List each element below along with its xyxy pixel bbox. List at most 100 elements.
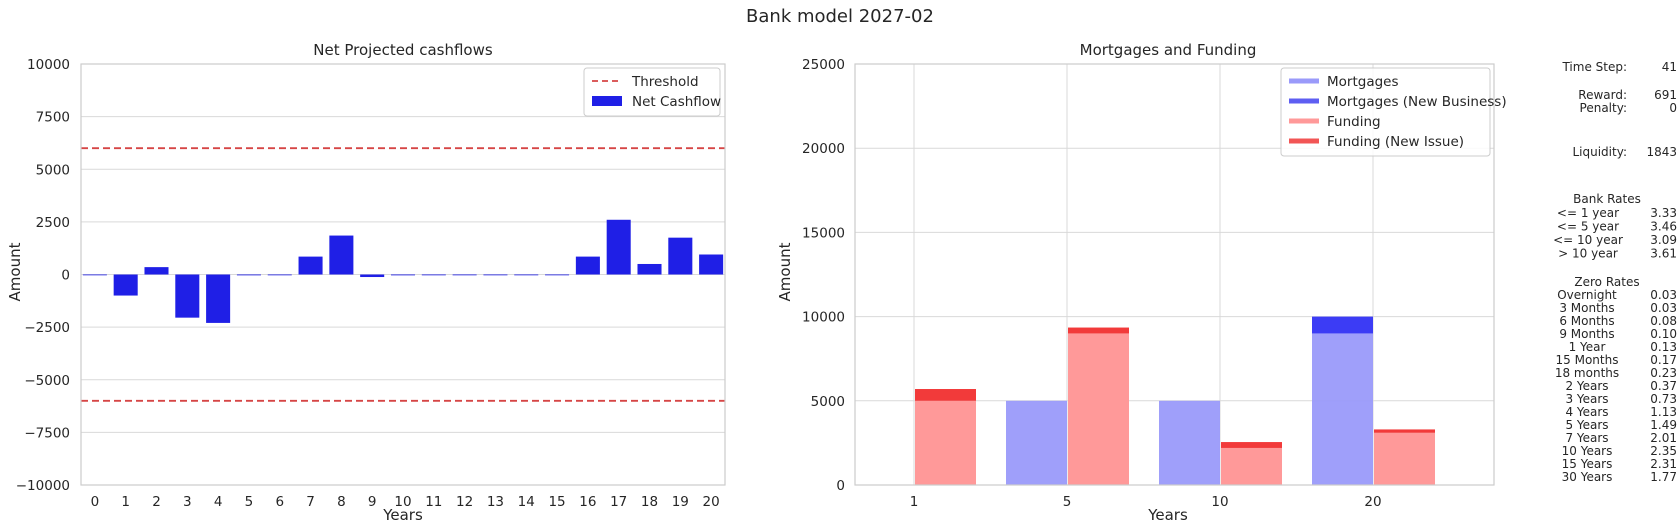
bank-rate-label: <= 1 year [1557, 206, 1619, 220]
cashflow-y-tick-label: −5000 [24, 373, 70, 389]
cashflow-x-tick-label: 13 [487, 494, 504, 510]
mortgages-funding-y-tick-label: 10000 [802, 310, 845, 326]
bank-rate-value: 3.61 [1650, 247, 1677, 261]
legend-label: Mortgages (New Business) [1327, 94, 1507, 110]
zero-rate-label: 3 Months [1559, 301, 1614, 315]
mortgages-funding-x-tick-label: 5 [1063, 494, 1072, 510]
cashflow-y-tick-label: 10000 [27, 57, 70, 73]
cashflow-x-tick-label: 15 [548, 494, 565, 510]
zero-rate-label: 10 Years [1562, 444, 1613, 458]
cashflow-x-tick-label: 3 [183, 494, 192, 510]
mortgages-bar [1159, 400, 1220, 485]
cashflow-x-tick-label: 5 [245, 494, 254, 510]
cashflow-plot-frame [80, 63, 726, 486]
mortgages-funding-chart-title: Mortgages and Funding [1080, 41, 1257, 59]
zero-rate-value: 2.01 [1650, 431, 1677, 445]
zero-rate-label: 3 Years [1565, 392, 1608, 406]
cashflow-bar [668, 237, 693, 275]
zero-rate-value: 0.17 [1650, 353, 1677, 367]
liquidity-label: Liquidity: [1572, 145, 1627, 159]
cashflow-x-tick-label: 6 [275, 494, 284, 510]
mortgages-funding-x-tick-label: 10 [1211, 494, 1228, 510]
cashflow-y-tick-label: 5000 [36, 162, 70, 178]
zero-rate-label: 5 Years [1565, 418, 1608, 432]
cashflow-y-tick-label: −2500 [24, 320, 70, 336]
zero-rate-value: 0.03 [1650, 301, 1677, 315]
cashflow-x-tick-label: 0 [91, 494, 100, 510]
mortgages-funding-x-axis-label: Years [1147, 506, 1188, 524]
side-panel: Time Step: 41 Reward: 691 Penalty: 0 Liq… [1553, 60, 1677, 484]
funding-bar [1374, 432, 1435, 485]
cashflow-bar [267, 274, 292, 276]
legend-label: Funding [1327, 114, 1381, 130]
mortgages-funding-x-tick-label: 20 [1364, 494, 1381, 510]
cashflow-y-tick-label: 0 [61, 268, 70, 284]
bank-rate-value: 3.33 [1650, 206, 1677, 220]
cashflow-bar [575, 256, 600, 275]
bank-rates-title: Bank Rates [1573, 192, 1641, 206]
cashflow-y-axis-label: Amount [6, 242, 24, 301]
time-step-label: Time Step: [1561, 60, 1627, 74]
bank-rate-value: 3.46 [1650, 220, 1677, 234]
cashflow-x-tick-label: 16 [579, 494, 596, 510]
cashflow-y-tick-label: −10000 [16, 478, 70, 494]
liquidity-value: 1843 [1646, 145, 1677, 159]
cashflow-bar [175, 274, 200, 318]
funding-new-issue-bar [1374, 429, 1435, 433]
cashflow-x-tick-label: 10 [394, 494, 411, 510]
bank-rate-value: 3.09 [1650, 233, 1677, 247]
cashflow-legend: Threshold Net Cashflow [583, 67, 721, 117]
legend-net-cashflow-swatch [592, 96, 622, 106]
zero-rate-label: 4 Years [1565, 405, 1608, 419]
zero-rate-value: 0.37 [1650, 379, 1677, 393]
zero-rates-table: Overnight 0.03 3 Months 0.03 6 Months 0.08 9 M… [1555, 288, 1677, 484]
cashflow-x-tick-label: 20 [703, 494, 720, 510]
cashflow-x-tick-label: 11 [425, 494, 442, 510]
zero-rate-label: 18 months [1555, 366, 1619, 380]
cashflow-x-tick-label: 4 [214, 494, 223, 510]
cashflow-bar [236, 274, 261, 276]
cashflow-bar [637, 263, 662, 275]
cashflow-bar [483, 274, 508, 276]
zero-rate-label: Overnight [1557, 288, 1617, 302]
mortgages-funding-x-tick-label: 1 [910, 494, 919, 510]
cashflow-bar [514, 274, 539, 276]
zero-rate-value: 0.08 [1650, 314, 1677, 328]
cashflow-bar [82, 274, 107, 276]
legend-label: Funding (New Issue) [1327, 134, 1464, 150]
cashflow-chart: Net Projected cashflows Years Amount 100… [6, 41, 726, 524]
zero-rate-value: 0.03 [1650, 288, 1677, 302]
cashflow-x-tick-label: 2 [152, 494, 161, 510]
zero-rate-value: 1.77 [1650, 470, 1677, 484]
zero-rate-label: 7 Years [1565, 431, 1608, 445]
funding-new-issue-bar [1221, 442, 1282, 448]
cashflow-x-tick-label: 14 [518, 494, 535, 510]
zero-rate-label: 1 Year [1569, 340, 1606, 354]
bank-rate-label: <= 5 year [1557, 220, 1619, 234]
mortgages-bar [1006, 400, 1067, 485]
zero-rate-label: 15 Months [1556, 353, 1619, 367]
cashflow-bar [390, 274, 416, 276]
figure-title: Bank model 2027-02 [746, 6, 934, 27]
mortgages-funding-y-tick-label: 25000 [802, 57, 845, 73]
cashflow-x-tick-label: 7 [306, 494, 315, 510]
mortgages-new-business-bar [1312, 316, 1373, 334]
funding-bar [915, 400, 976, 485]
cashflow-y-tick-label: 7500 [36, 110, 70, 126]
zero-rate-label: 9 Months [1559, 327, 1614, 341]
bank-rate-label: > 10 year [1558, 247, 1618, 261]
mortgages-funding-legend: Mortgages Mortgages (New Business) Funding… [1280, 67, 1507, 157]
bank-rates-table: <= 1 year 3.33 <= 5 year 3.46 <= 10 year 3.09… [1553, 206, 1677, 261]
cashflow-bar [329, 235, 354, 275]
mortgages-funding-legend-box [1280, 67, 1491, 157]
cashflow-bar [452, 274, 477, 276]
cashflow-bar [113, 274, 138, 296]
cashflow-bar [421, 274, 446, 276]
cashflow-y-tick-label: 2500 [36, 215, 70, 231]
funding-bar [1221, 447, 1282, 485]
mortgages-funding-plot-frame [854, 63, 1495, 486]
reward-value: 691 [1654, 88, 1677, 102]
cashflow-bar [360, 274, 385, 278]
mortgages-funding-y-tick-label: 15000 [802, 225, 845, 241]
